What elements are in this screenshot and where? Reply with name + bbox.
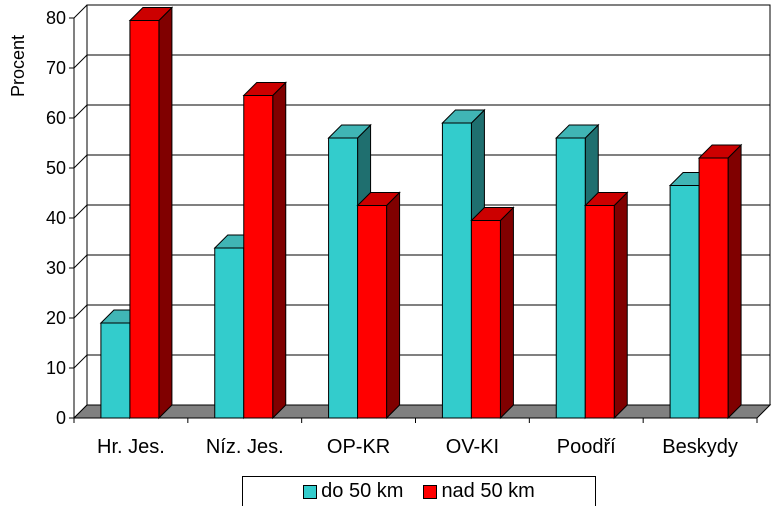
y-tick-label: 60 — [46, 108, 66, 128]
legend-swatch-series-1 — [423, 484, 438, 499]
bar-1-0 — [128, 6, 174, 420]
x-category-label: Hr. Jes. — [97, 436, 165, 458]
bar-side — [613, 191, 628, 420]
bar-front — [470, 220, 501, 419]
gridline-side — [73, 304, 88, 319]
bar-side — [272, 81, 287, 420]
bar-front — [357, 205, 388, 419]
y-axis-title: Procent — [8, 35, 28, 97]
gridlines — [73, 4, 771, 419]
legend: do 50 km nad 50 km — [242, 476, 596, 506]
legend-item-series-1: nad 50 km — [423, 480, 535, 503]
bar-front — [441, 122, 472, 419]
bar-side — [158, 6, 173, 420]
bar-front — [214, 247, 245, 419]
x-category-label: Beskydy — [662, 436, 738, 458]
legend-item-series-0: do 50 km — [303, 480, 403, 503]
floor-plane — [72, 404, 772, 419]
bar-front — [243, 95, 274, 419]
y-tick-label: 10 — [46, 358, 66, 378]
x-category-labels: Hr. Jes. Níz. Jes. OP-KR OV-KI Poodří Beskydy — [97, 436, 738, 458]
gridline-side — [73, 254, 88, 269]
bar-front — [100, 322, 131, 419]
y-tick-label: 40 — [46, 208, 66, 228]
gridline-side — [73, 54, 88, 69]
bar-chart: 0 10 20 30 40 50 60 70 80 Hr. Jes. Níz. Jes. OP-KR… — [8, 4, 772, 458]
gridline-side — [73, 4, 88, 19]
y-tick-labels: 0 10 20 30 40 50 60 70 80 — [46, 8, 66, 428]
legend-label-series-1: nad 50 km — [441, 480, 535, 502]
y-tick-label: 30 — [46, 258, 66, 278]
bar-side — [386, 191, 401, 420]
y-tick-label: 70 — [46, 58, 66, 78]
x-category-label: Poodří — [557, 436, 616, 458]
y-tick-label: 0 — [56, 408, 66, 428]
gridline-side — [73, 354, 88, 369]
bar-1-3 — [470, 206, 515, 420]
bar-front — [555, 137, 586, 419]
gridline-side — [73, 104, 88, 119]
x-category-label: OP-KR — [327, 436, 390, 458]
bar-front — [328, 137, 359, 419]
bar-side — [499, 206, 514, 420]
bar-side — [727, 143, 742, 420]
x-category-label: Níz. Jes. — [206, 436, 284, 458]
bar-1-4 — [584, 191, 629, 420]
y-tick-label: 20 — [46, 308, 66, 328]
bar-front — [698, 157, 729, 419]
x-category-label: OV-KI — [446, 436, 499, 458]
gridline-side — [73, 204, 88, 219]
chart-floor — [72, 404, 772, 419]
legend-swatch-series-0 — [303, 484, 318, 499]
bar-1-2 — [356, 191, 401, 420]
bar-front — [584, 205, 615, 419]
y-tick-label: 50 — [46, 158, 66, 178]
bar-front — [669, 185, 700, 419]
bar-front — [129, 20, 160, 419]
axes — [69, 17, 758, 423]
bar-1-5 — [697, 143, 743, 420]
bar-1-1 — [242, 81, 287, 420]
bars — [99, 6, 743, 420]
gridline-side — [73, 154, 88, 169]
legend-label-series-0: do 50 km — [321, 480, 404, 502]
y-tick-label: 80 — [46, 8, 66, 28]
